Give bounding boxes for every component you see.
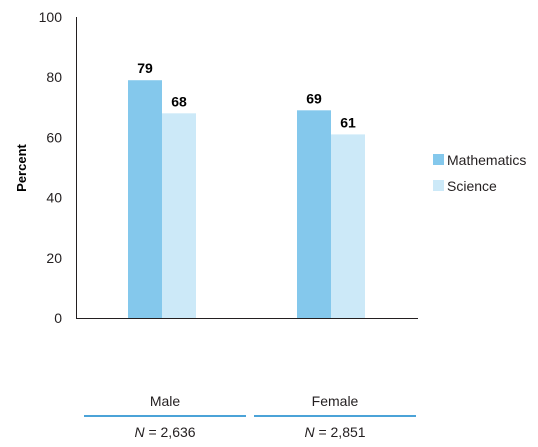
y-tick-label: 80	[46, 69, 62, 85]
y-axis-ticks: 0 20 40 60 80 100	[39, 9, 63, 326]
y-tick-label: 0	[54, 310, 62, 326]
data-labels: 79 68 69 61	[137, 60, 356, 130]
n-value: = 2,636	[148, 424, 196, 440]
column-rule	[254, 415, 416, 417]
y-tick-label: 40	[46, 190, 62, 206]
data-label: 61	[340, 114, 356, 130]
bar-science-female	[331, 134, 365, 318]
legend: Mathematics Science	[433, 152, 526, 194]
legend-label-mathematics: Mathematics	[447, 152, 526, 168]
n-symbol: N	[134, 424, 145, 440]
bar-mathematics-female	[297, 110, 331, 318]
sample-size-column-female: Female N = 2,851	[254, 388, 416, 445]
n-symbol: N	[304, 424, 315, 440]
bar-science-male	[162, 113, 196, 318]
n-value: = 2,851	[318, 424, 366, 440]
sample-size-value: N = 2,636	[84, 417, 246, 445]
sample-size-column-male: Male N = 2,636	[84, 388, 246, 445]
bar-mathematics-male	[128, 80, 162, 319]
y-tick-label: 60	[46, 129, 62, 145]
sample-size-header: Male	[149, 393, 181, 409]
legend-label-science: Science	[447, 178, 497, 194]
data-label: 69	[306, 90, 322, 106]
bars	[128, 80, 365, 319]
y-tick-label: 100	[39, 9, 63, 25]
legend-swatch-science	[433, 180, 444, 191]
data-label: 68	[171, 93, 187, 109]
y-axis-title: Percent	[14, 143, 29, 191]
sample-size-value: N = 2,851	[254, 417, 416, 445]
sample-size-header: Female	[311, 393, 359, 409]
legend-swatch-mathematics	[433, 154, 444, 165]
column-rule	[84, 415, 246, 417]
y-tick-label: 20	[46, 250, 62, 266]
data-label: 79	[137, 60, 153, 76]
